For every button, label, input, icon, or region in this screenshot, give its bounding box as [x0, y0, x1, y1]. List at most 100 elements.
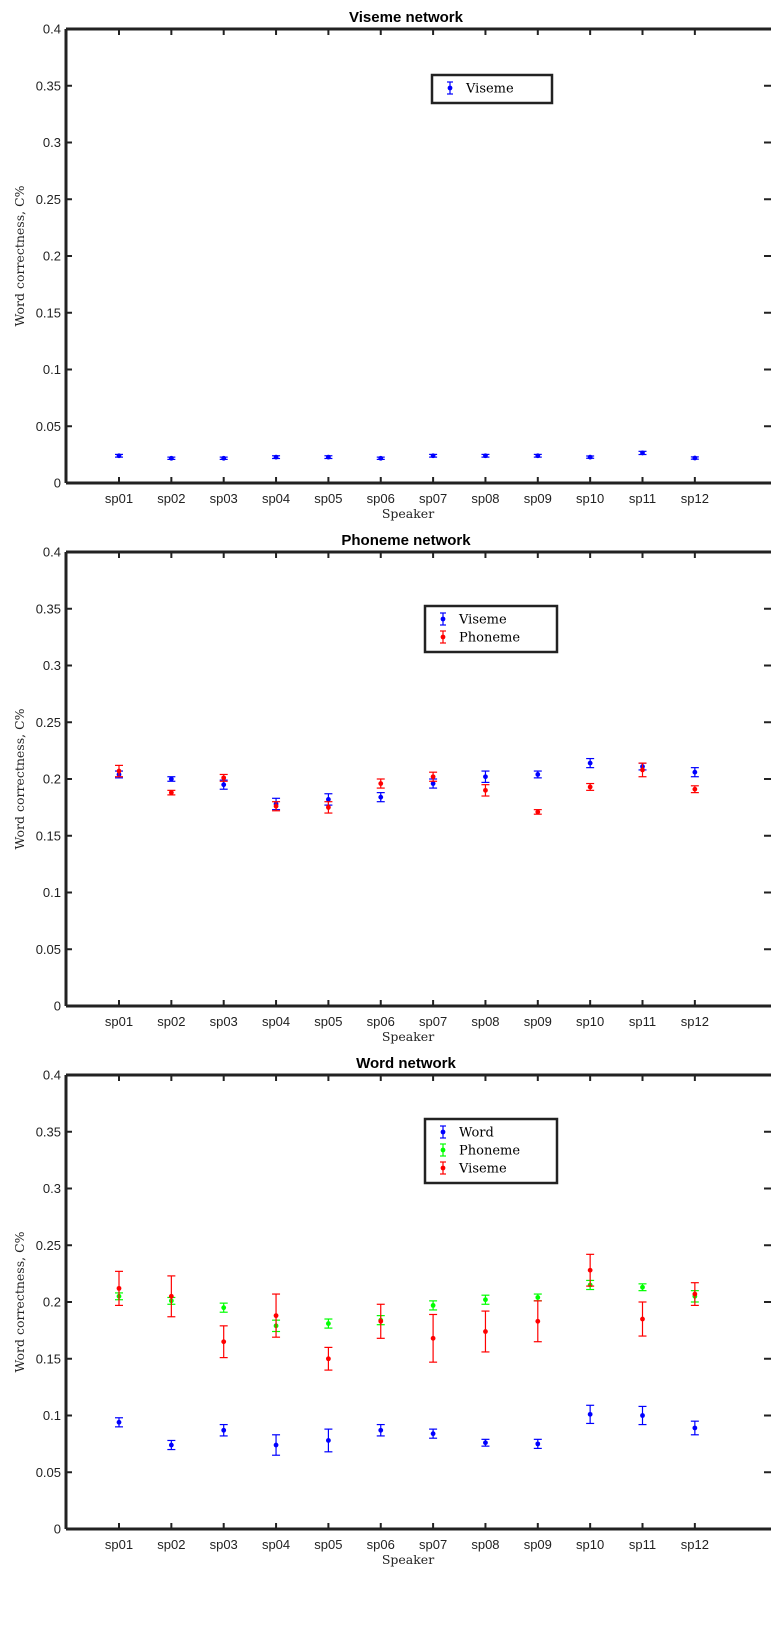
y-tick-label: 0 — [54, 999, 61, 1014]
x-tick-label: sp05 — [314, 491, 342, 506]
data-point — [640, 1316, 645, 1322]
data-point — [692, 455, 698, 461]
x-tick-label: sp01 — [105, 1537, 133, 1552]
x-tick-label: sp11 — [629, 1014, 656, 1029]
series-viseme — [115, 450, 699, 461]
y-tick-label: 0.1 — [43, 1408, 61, 1423]
y-tick-label: 0.4 — [43, 545, 61, 560]
x-tick-label: sp12 — [681, 1537, 709, 1552]
legend-marker-point — [440, 616, 446, 622]
data-point — [483, 1329, 488, 1334]
y-tick-label: 0.2 — [43, 249, 61, 264]
data-point — [168, 790, 174, 796]
data-point — [692, 786, 698, 792]
y-tick-label: 0.05 — [36, 942, 61, 957]
data-point — [587, 454, 593, 460]
y-tick-label: 0.3 — [43, 1181, 61, 1196]
y-axis-label: Word correctness, C% — [12, 185, 27, 326]
legend-box — [423, 604, 559, 654]
legend: Viseme Phoneme — [423, 604, 559, 654]
data-point — [587, 784, 593, 790]
data-point — [221, 782, 227, 788]
data-point — [326, 804, 331, 810]
data-point — [116, 453, 122, 459]
x-tick-label: sp02 — [157, 491, 185, 506]
y-tick-label: 0.15 — [36, 1351, 61, 1366]
data-point — [430, 453, 436, 459]
data-point — [273, 454, 279, 460]
chart-panel-1: Viseme network 0 0.05 0.1 0.15 0.2 0.25 0.3 0.35… — [12, 9, 771, 521]
data-point — [378, 794, 384, 800]
y-tick-label: 0.4 — [43, 22, 61, 37]
legend-marker-point — [447, 85, 453, 91]
chart-title: Word network — [356, 1055, 456, 1072]
legend-marker-point — [440, 1165, 446, 1171]
legend-box — [430, 73, 554, 105]
y-tick-label: 0.3 — [43, 658, 61, 673]
x-tick-label: sp03 — [210, 1537, 238, 1552]
data-point — [116, 768, 122, 774]
x-tick-label: sp07 — [419, 1014, 447, 1029]
data-point — [587, 1267, 593, 1273]
y-tick-label: 0.4 — [43, 1068, 61, 1083]
data-point — [273, 803, 279, 809]
series-word — [115, 1404, 699, 1456]
data-point — [535, 1295, 541, 1300]
data-point — [326, 1356, 331, 1362]
data-point — [378, 455, 384, 461]
y-tick-label: 0.25 — [36, 1238, 61, 1253]
data-point — [692, 769, 698, 775]
data-point — [587, 760, 593, 766]
chart-title: Phoneme network — [341, 532, 471, 549]
y-tick-label: 0.35 — [36, 601, 61, 616]
y-tick-label: 0 — [54, 476, 61, 491]
y-tick-label: 0.35 — [36, 1124, 61, 1139]
data-point — [326, 1438, 331, 1443]
x-axis-label: Speaker — [382, 1029, 434, 1044]
x-tick-label: sp05 — [314, 1537, 342, 1552]
y-tick-label: 0.2 — [43, 1295, 61, 1310]
x-tick-label: sp11 — [629, 1537, 656, 1552]
data-point — [378, 1427, 384, 1433]
data-point — [221, 1427, 227, 1433]
x-tick-label: sp05 — [314, 1014, 342, 1029]
legend-marker-point — [440, 634, 446, 640]
chart-panel-3: Word network 0 0.05 0.1 0.15 0.2 0.25 0.3 0.35 0.… — [12, 1055, 771, 1567]
legend-label: Word — [459, 1126, 494, 1141]
x-tick-label: sp08 — [471, 1014, 499, 1029]
data-point — [430, 774, 436, 780]
data-point — [221, 455, 227, 461]
data-point — [692, 1291, 698, 1297]
data-point — [221, 1339, 227, 1345]
y-tick-label: 0.3 — [43, 135, 61, 150]
series-phoneme — [115, 1279, 699, 1333]
chart-panel-2: Phoneme network 0 0.05 0.1 0.15 0.2 0.25 0.3 0.3… — [12, 532, 771, 1044]
data-point — [535, 772, 541, 777]
x-tick-label: sp10 — [576, 1014, 604, 1029]
data-point — [483, 774, 488, 780]
x-tick-label: sp11 — [629, 491, 656, 506]
x-axis-label: Speaker — [382, 1552, 434, 1567]
x-tick-label: sp08 — [471, 1537, 499, 1552]
data-point — [326, 454, 331, 460]
data-point — [430, 1431, 436, 1437]
x-tick-label: sp06 — [367, 1537, 395, 1552]
legend-marker-point — [440, 1147, 446, 1153]
legend-label: Phoneme — [459, 1144, 520, 1159]
x-tick-label: sp10 — [576, 491, 604, 506]
legend-label: Viseme — [458, 1162, 507, 1177]
x-tick-label: sp06 — [367, 491, 395, 506]
data-point — [326, 1321, 331, 1326]
legend-label: Viseme — [458, 613, 507, 628]
data-point — [221, 1305, 227, 1311]
data-point — [273, 1442, 279, 1448]
x-tick-label: sp01 — [105, 491, 133, 506]
data-point — [587, 1411, 593, 1417]
data-point — [116, 1419, 122, 1425]
x-tick-label: sp12 — [681, 1014, 709, 1029]
y-tick-label: 0.25 — [36, 715, 61, 730]
x-tick-label: sp02 — [157, 1537, 185, 1552]
series-phoneme — [115, 762, 699, 815]
y-tick-label: 0.1 — [43, 362, 61, 377]
y-tick-label: 0.15 — [36, 305, 61, 320]
